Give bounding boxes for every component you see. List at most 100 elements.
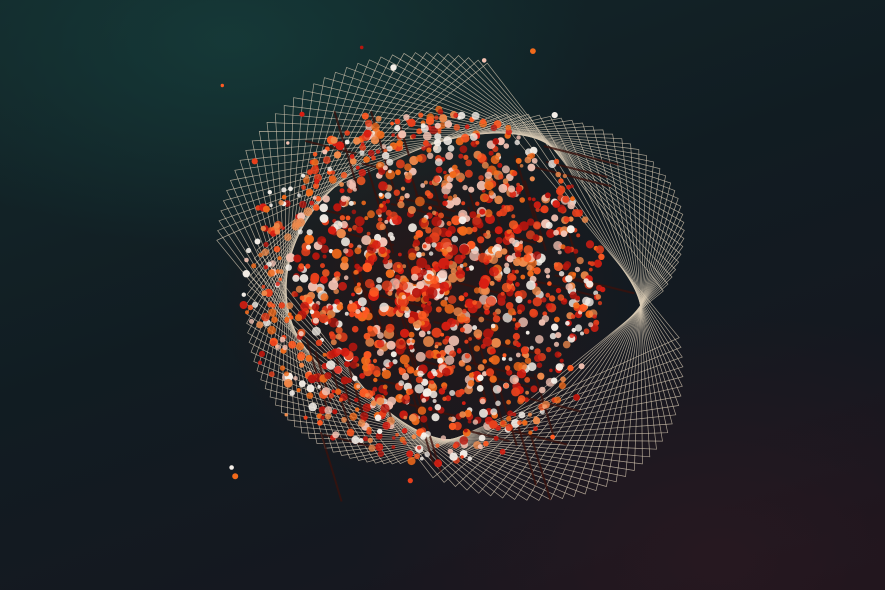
particle: [387, 396, 397, 406]
particle: [306, 392, 314, 399]
particle: [339, 188, 345, 194]
particle: [468, 265, 474, 271]
stray-particle: [299, 111, 305, 117]
particle: [492, 311, 497, 316]
particle: [445, 199, 455, 209]
particle: [306, 229, 313, 236]
particle: [388, 259, 393, 264]
particle: [330, 136, 338, 144]
particle: [399, 340, 404, 345]
particle: [391, 445, 396, 449]
particle: [439, 281, 450, 292]
particle: [527, 270, 534, 277]
particle: [300, 301, 310, 312]
particle: [404, 172, 413, 180]
particle: [406, 339, 411, 344]
particle: [529, 308, 539, 318]
particle: [533, 201, 541, 209]
particle: [263, 241, 269, 248]
particle: [508, 237, 516, 244]
stray-particle: [390, 64, 397, 71]
particle: [378, 181, 388, 191]
wire-square: [256, 62, 664, 479]
particle: [432, 399, 437, 403]
particle: [297, 212, 306, 221]
particle: [281, 187, 287, 193]
particle: [465, 267, 470, 272]
particle: [438, 269, 448, 279]
particle: [319, 203, 329, 213]
particle: [340, 376, 349, 385]
particle: [420, 415, 428, 423]
particle: [431, 413, 440, 422]
particle: [394, 118, 401, 125]
particle: [311, 158, 319, 166]
particle: [297, 351, 306, 361]
particle: [443, 136, 453, 146]
particle: [376, 349, 384, 356]
particle: [463, 154, 469, 160]
particle: [489, 330, 495, 335]
particle: [414, 384, 424, 394]
particle: [335, 276, 340, 281]
particle: [289, 315, 294, 320]
lattice-bar: [407, 380, 435, 466]
particle: [431, 327, 442, 338]
particle: [398, 252, 402, 257]
particle: [254, 238, 261, 245]
particle: [328, 317, 339, 328]
particle: [509, 190, 517, 198]
particle: [344, 311, 349, 316]
particle: [375, 208, 382, 216]
particle: [340, 195, 348, 202]
particle: [344, 130, 351, 136]
stray-particle: [286, 141, 290, 145]
particle: [302, 177, 310, 184]
particle: [293, 254, 302, 263]
particle: [511, 387, 521, 397]
particle: [542, 311, 548, 317]
particle: [493, 435, 499, 441]
particle: [563, 216, 570, 223]
particle: [399, 195, 405, 201]
particle: [565, 283, 573, 291]
particle: [404, 163, 412, 171]
lattice-bar: [527, 427, 552, 501]
particle: [459, 145, 468, 154]
particle: [415, 154, 423, 162]
stray-particle: [477, 374, 484, 382]
particle: [327, 226, 337, 235]
particle: [507, 410, 514, 417]
particle: [493, 170, 499, 176]
particle: [376, 130, 385, 139]
particle: [457, 116, 461, 120]
particle: [357, 297, 367, 307]
particle: [268, 308, 277, 317]
particle: [430, 380, 435, 385]
particle: [353, 285, 362, 294]
lattice-bar: [505, 428, 568, 446]
particle: [519, 221, 529, 231]
particle: [572, 209, 580, 217]
particle: [403, 362, 409, 368]
particle: [309, 309, 315, 315]
lattice-bar: [477, 342, 504, 423]
particle: [529, 176, 535, 182]
particle: [459, 244, 470, 255]
particle: [335, 333, 342, 340]
particle: [526, 280, 536, 291]
particle: [438, 212, 444, 219]
particle: [473, 287, 481, 294]
particle: [593, 290, 599, 296]
particle: [465, 298, 474, 308]
particle: [554, 316, 560, 323]
particle: [503, 382, 510, 389]
particle: [482, 337, 493, 347]
particle: [395, 169, 401, 176]
particle: [357, 419, 366, 427]
particle: [298, 380, 306, 388]
particle: [339, 182, 344, 187]
particle: [348, 182, 357, 190]
particle: [348, 200, 354, 206]
particle: [552, 200, 561, 208]
